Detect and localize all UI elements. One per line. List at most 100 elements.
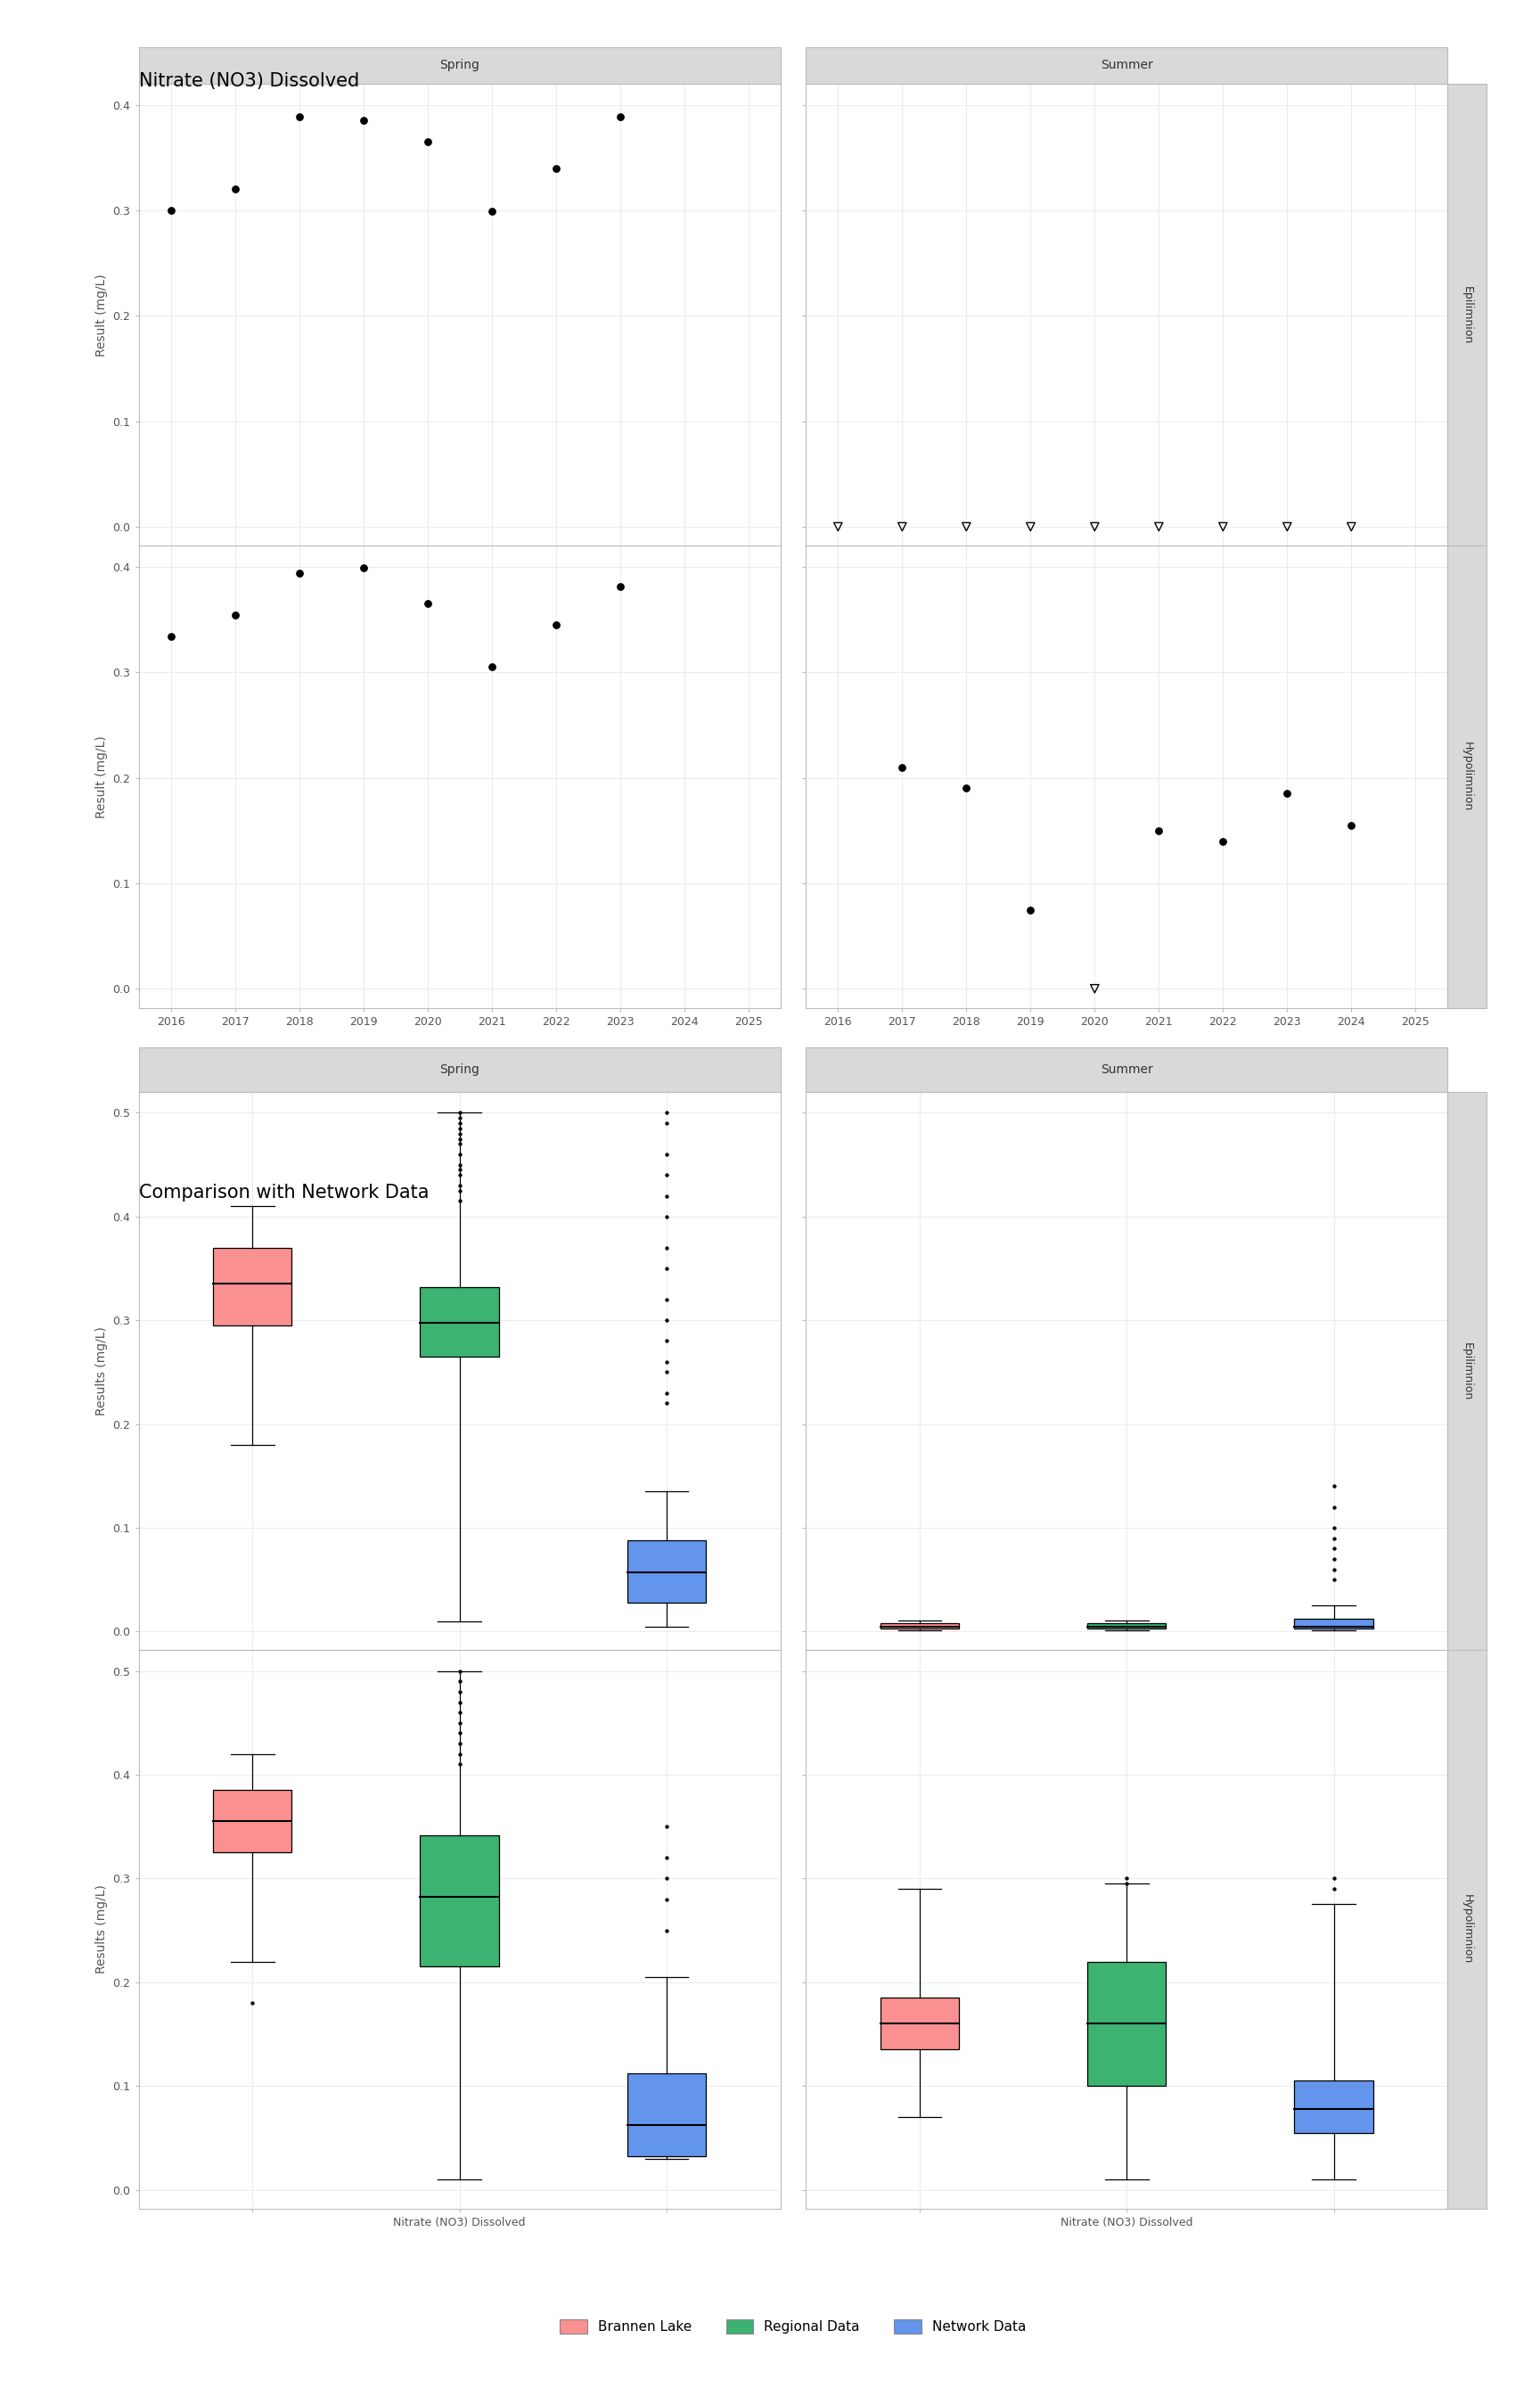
Point xyxy=(479,647,504,685)
Point xyxy=(654,1385,679,1423)
Point xyxy=(654,1176,679,1215)
Bar xyxy=(213,1248,291,1325)
Point xyxy=(955,769,979,807)
Point xyxy=(1115,1859,1140,1898)
Point xyxy=(654,1354,679,1392)
Point xyxy=(654,1229,679,1267)
Point xyxy=(447,1672,471,1711)
Text: Spring: Spring xyxy=(439,60,479,72)
Bar xyxy=(881,1622,959,1629)
Point xyxy=(654,1859,679,1898)
FancyBboxPatch shape xyxy=(1448,84,1486,546)
Point xyxy=(1340,805,1364,843)
Point xyxy=(447,1682,471,1720)
FancyBboxPatch shape xyxy=(1448,1093,1486,1651)
Text: Summer: Summer xyxy=(1101,1064,1153,1076)
FancyBboxPatch shape xyxy=(139,1047,781,1093)
Point xyxy=(447,1155,471,1193)
FancyBboxPatch shape xyxy=(805,1047,1448,1093)
Point xyxy=(1321,1519,1346,1557)
Point xyxy=(654,1807,679,1845)
Point xyxy=(1147,508,1172,546)
Point xyxy=(654,1093,679,1131)
Bar xyxy=(420,1287,499,1356)
Point xyxy=(955,508,979,546)
Point xyxy=(479,192,504,230)
Point xyxy=(447,1105,471,1143)
FancyBboxPatch shape xyxy=(1448,1651,1486,2209)
Y-axis label: Results (mg/L): Results (mg/L) xyxy=(95,1327,108,1416)
Bar xyxy=(420,1835,499,1967)
Point xyxy=(1321,1560,1346,1598)
Point xyxy=(447,1181,471,1220)
Point xyxy=(544,149,568,187)
Point xyxy=(1275,774,1300,812)
Point xyxy=(222,170,246,208)
Bar xyxy=(881,1998,959,2049)
Point xyxy=(1321,1869,1346,1907)
Point xyxy=(1321,1509,1346,1548)
Point xyxy=(1321,1488,1346,1526)
Point xyxy=(159,618,183,657)
Point xyxy=(414,122,439,161)
Text: Summer: Summer xyxy=(1101,60,1153,72)
Point xyxy=(1210,822,1235,860)
Point xyxy=(825,508,850,546)
Bar xyxy=(1295,2080,1374,2132)
Point xyxy=(1321,1550,1346,1589)
Point xyxy=(414,585,439,623)
Point xyxy=(447,1725,471,1763)
Point xyxy=(1321,1466,1346,1505)
Point xyxy=(544,606,568,645)
Bar xyxy=(1087,1962,1166,2087)
Point xyxy=(447,1735,471,1773)
FancyBboxPatch shape xyxy=(139,48,781,84)
Point xyxy=(447,1150,471,1188)
Point xyxy=(447,1136,471,1174)
Point xyxy=(240,1984,265,2022)
Point xyxy=(654,1248,679,1287)
Point xyxy=(1340,508,1364,546)
Bar xyxy=(627,1541,705,1603)
Point xyxy=(159,192,183,230)
Point xyxy=(890,748,915,786)
Bar xyxy=(627,2073,705,2156)
Text: Comparison with Network Data: Comparison with Network Data xyxy=(139,1184,428,1200)
Point xyxy=(654,1301,679,1339)
Point xyxy=(447,1744,471,1783)
Point xyxy=(1210,508,1235,546)
Point xyxy=(447,1651,471,1689)
FancyBboxPatch shape xyxy=(805,48,1448,84)
Point xyxy=(654,1373,679,1411)
Point xyxy=(447,1172,471,1210)
Point xyxy=(1018,891,1043,930)
Point xyxy=(654,1838,679,1876)
Bar xyxy=(1087,1622,1166,1629)
Text: Epilimnion: Epilimnion xyxy=(1461,285,1472,345)
Y-axis label: Results (mg/L): Results (mg/L) xyxy=(95,1886,108,1974)
Point xyxy=(286,553,311,592)
Point xyxy=(654,1155,679,1193)
Point xyxy=(607,568,631,606)
Point xyxy=(654,1279,679,1318)
Point xyxy=(447,1713,471,1751)
Point xyxy=(1321,1529,1346,1567)
Point xyxy=(447,1109,471,1148)
Y-axis label: Result (mg/L): Result (mg/L) xyxy=(95,736,108,817)
Point xyxy=(447,1145,471,1184)
Point xyxy=(607,98,631,137)
Point xyxy=(447,1124,471,1162)
Point xyxy=(447,1663,471,1701)
Point xyxy=(351,101,376,139)
Point xyxy=(654,1323,679,1361)
Point xyxy=(447,1093,471,1131)
Point xyxy=(654,1342,679,1380)
Point xyxy=(1018,508,1043,546)
Text: Hypolimnion: Hypolimnion xyxy=(1461,1895,1472,1965)
Point xyxy=(286,98,311,137)
Text: Hypolimnion: Hypolimnion xyxy=(1461,743,1472,812)
FancyBboxPatch shape xyxy=(1448,546,1486,1009)
Point xyxy=(447,1114,471,1152)
Point xyxy=(654,1881,679,1919)
Point xyxy=(447,1694,471,1732)
